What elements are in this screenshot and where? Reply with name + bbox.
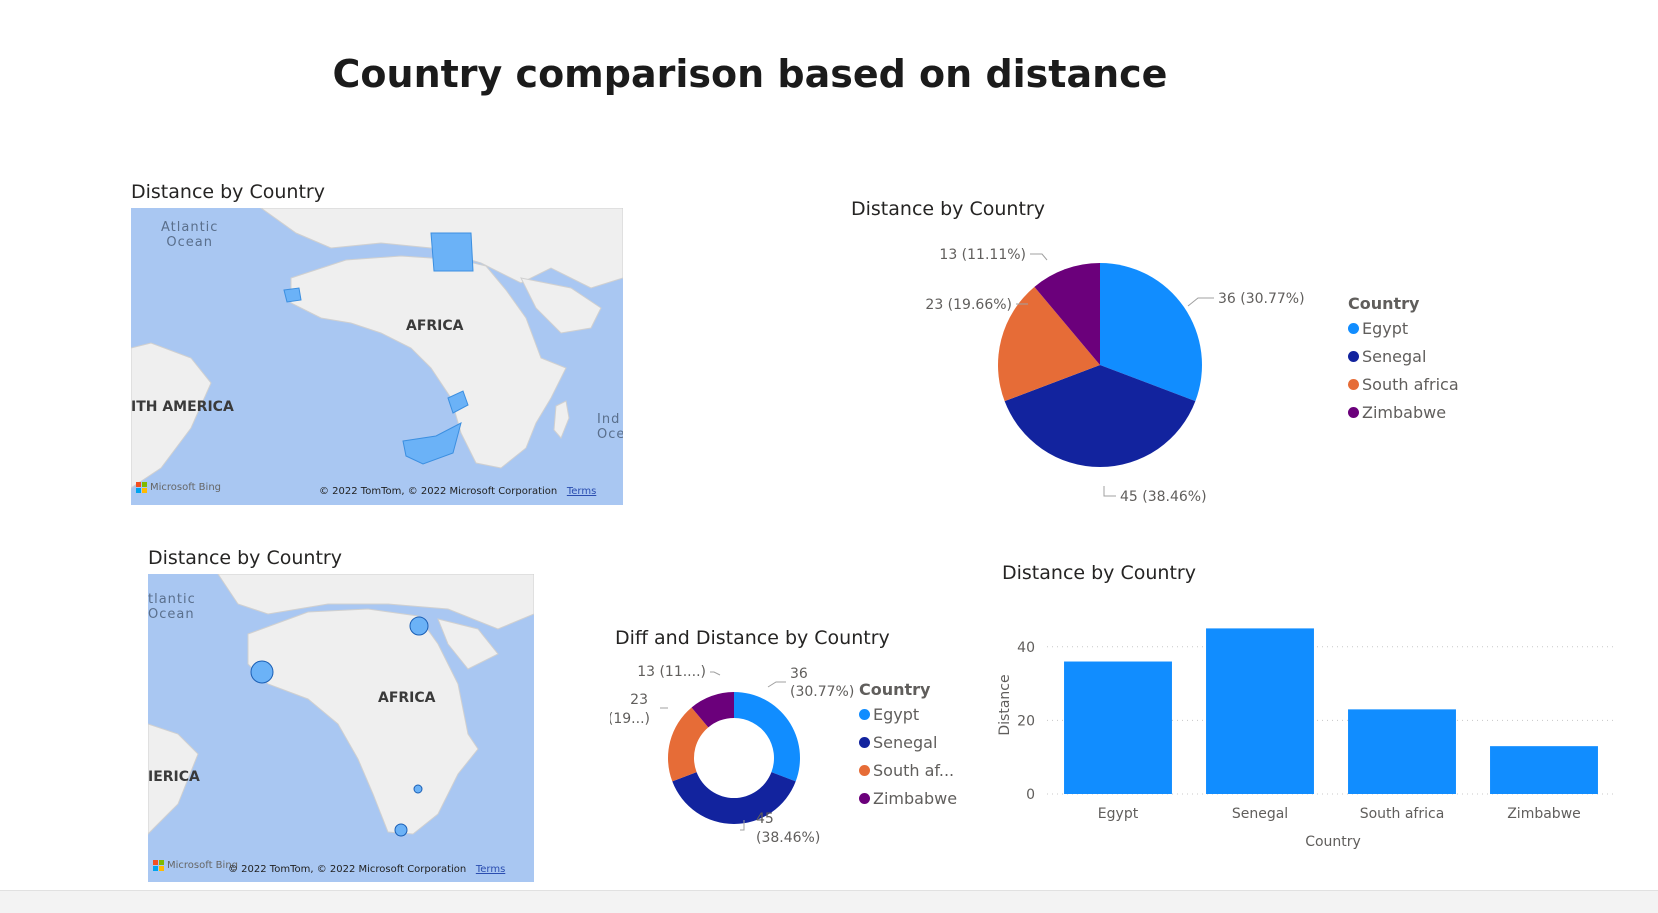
donut-legend: Country Egypt Senegal South af... Zimbab… — [859, 680, 957, 808]
legend-item-egypt[interactable]: Egypt — [1348, 319, 1459, 338]
bing-logo: Microsoft Bing — [153, 860, 238, 871]
atlantic-ocean-label: tlantic Ocean — [148, 592, 196, 622]
america-label: ITH AMERICA — [131, 399, 234, 415]
bar-x-axis-label: Country — [1305, 834, 1361, 850]
x-tick-label-egypt: Egypt — [1098, 806, 1139, 822]
legend-item-egypt[interactable]: Egypt — [859, 705, 957, 724]
pie-legend-title: Country — [1348, 294, 1420, 313]
y-tick-label: 0 — [1026, 787, 1035, 803]
bar-south-africa[interactable] — [1348, 709, 1456, 794]
x-tick-label-south-africa: South africa — [1360, 806, 1445, 822]
egypt-bubble — [409, 616, 429, 636]
legend-dot-icon — [1348, 323, 1359, 334]
y-tick-label: 40 — [1017, 640, 1035, 656]
map1-geography — [131, 208, 623, 489]
senegal-region — [283, 287, 302, 303]
zimbabwe-region — [447, 390, 469, 414]
legend-item-senegal[interactable]: Senegal — [859, 733, 957, 752]
legend-item-zimbabwe[interactable]: Zimbabwe — [1348, 403, 1459, 422]
donut-chart[interactable]: 36 (30.77%) 45 (38.46%) 23 (19...) 13 (1… — [610, 660, 860, 860]
legend-item-zimbabwe[interactable]: Zimbabwe — [859, 789, 957, 808]
bar-senegal[interactable] — [1206, 628, 1314, 794]
page-title: Country comparison based on distance — [332, 52, 1168, 96]
map1-title: Distance by Country — [131, 181, 325, 203]
map-credit: © 2022 TomTom, © 2022 Microsoft Corporat… — [228, 864, 506, 875]
donut-label-south-africa-value: 23 — [630, 692, 648, 708]
x-tick-label-senegal: Senegal — [1232, 806, 1288, 822]
indian-ocean-label: Ind Oce — [597, 412, 623, 442]
legend-dot-icon — [859, 793, 870, 804]
pie-label-senegal: 45 (38.46%) — [1120, 489, 1207, 505]
africa-label: AFRICA — [378, 690, 436, 706]
pie-label-egypt: 36 (30.77%) — [1218, 291, 1305, 307]
donut-slice-zimbabwe[interactable] — [691, 692, 734, 728]
donut-label-senegal-value: 45 — [756, 811, 774, 827]
pie-label-south-africa: 23 (19.66%) — [925, 297, 1012, 313]
map-credit: © 2022 TomTom, © 2022 Microsoft Corporat… — [319, 486, 597, 497]
filled-map[interactable]: Atlantic Ocean AFRICA ITH AMERICA Ind Oc… — [131, 208, 623, 505]
america-label: IERICA — [148, 769, 200, 785]
donut-label-egypt-pct: (30.77%) — [790, 684, 854, 700]
microsoft-logo-icon — [136, 482, 147, 493]
south-africa-bubble — [394, 823, 408, 837]
pie-slice-senegal[interactable] — [1004, 365, 1196, 467]
donut-slice-egypt[interactable] — [734, 692, 800, 782]
pie-legend: Country Egypt Senegal South africa Zimba… — [1348, 294, 1459, 422]
donut-label-south-africa-pct: (19...) — [610, 711, 650, 727]
pie-slice-egypt[interactable] — [1100, 263, 1202, 402]
map2-title: Distance by Country — [148, 547, 342, 569]
leader-egypt — [1187, 297, 1214, 307]
legend-dot-icon — [859, 765, 870, 776]
africa-label: AFRICA — [406, 318, 464, 334]
leader-zimbabwe — [1030, 253, 1048, 261]
donut-label-zimbabwe: 13 (11....) — [637, 664, 706, 680]
south-africa-region — [402, 422, 462, 465]
pie-slice-south-africa[interactable] — [998, 286, 1100, 402]
legend-dot-icon — [859, 709, 870, 720]
legend-item-south-africa[interactable]: South af... — [859, 761, 957, 780]
pie-slice-zimbabwe[interactable] — [1034, 263, 1100, 365]
donut-title: Diff and Distance by Country — [615, 627, 890, 649]
map2-geography — [148, 574, 534, 837]
senegal-bubble — [250, 660, 274, 684]
pie-label-zimbabwe: 13 (11.11%) — [939, 247, 1026, 263]
legend-item-south-africa[interactable]: South africa — [1348, 375, 1459, 394]
microsoft-logo-icon — [153, 860, 164, 871]
pie-title: Distance by Country — [851, 198, 1045, 220]
y-tick-label: 20 — [1017, 713, 1035, 729]
bar-chart[interactable]: 0 20 40 Egypt Senegal South africa Zimbabwe D… — [995, 610, 1625, 850]
donut-label-senegal-pct: (38.46%) — [756, 830, 820, 846]
atlantic-ocean-label: Atlantic Ocean — [161, 220, 219, 250]
bar-y-axis-label: Distance — [997, 674, 1013, 735]
legend-dot-icon — [1348, 379, 1359, 390]
legend-item-senegal[interactable]: Senegal — [1348, 347, 1459, 366]
legend-dot-icon — [1348, 351, 1359, 362]
bar-egypt[interactable] — [1064, 661, 1172, 794]
status-bar — [0, 890, 1658, 913]
donut-label-egypt-value: 36 — [790, 666, 808, 682]
egypt-region — [430, 232, 474, 272]
bar-title: Distance by Country — [1002, 562, 1196, 584]
legend-dot-icon — [1348, 407, 1359, 418]
terms-link[interactable]: Terms — [475, 864, 506, 875]
donut-slice-south-africa[interactable] — [668, 707, 709, 782]
x-tick-label-zimbabwe: Zimbabwe — [1507, 806, 1581, 822]
bubble-map[interactable]: tlantic Ocean AFRICA IERICA Microsoft Bi… — [148, 574, 534, 882]
zimbabwe-bubble — [413, 784, 423, 794]
bar-zimbabwe[interactable] — [1490, 746, 1598, 794]
legend-dot-icon — [859, 737, 870, 748]
leader-senegal — [1103, 486, 1116, 497]
bing-logo: Microsoft Bing — [136, 482, 221, 493]
pie-chart[interactable]: 36 (30.77%) 45 (38.46%) 23 (19.66%) 13 (… — [880, 230, 1330, 510]
donut-slice-senegal[interactable] — [672, 772, 796, 824]
terms-link[interactable]: Terms — [566, 486, 597, 497]
donut-legend-title: Country — [859, 680, 931, 699]
